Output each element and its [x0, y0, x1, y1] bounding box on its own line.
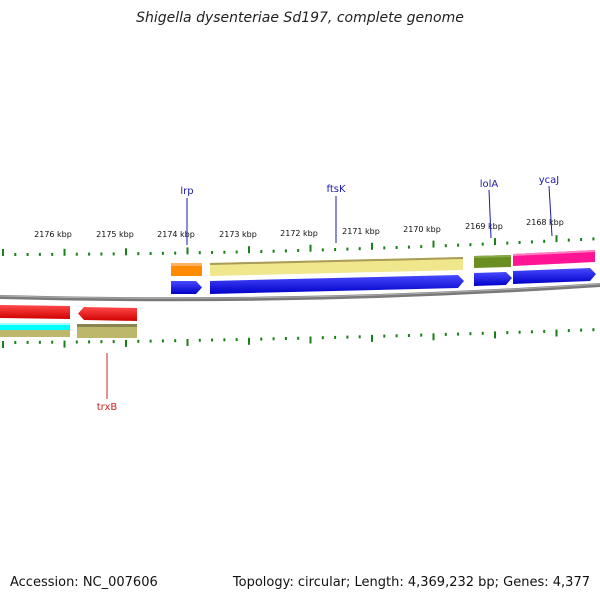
- scale-labels: 2176 kbp 2175 kbp 2174 kbp 2173 kbp 2172…: [34, 218, 564, 239]
- scale-label: 2169 kbp: [465, 222, 503, 231]
- cog-feature-lrp[interactable]: [171, 263, 202, 276]
- gene-arrow-ftsK[interactable]: [210, 275, 464, 294]
- gene-label-lines: [106, 185, 553, 399]
- genome-backbone: [0, 283, 600, 302]
- scale-label: 2175 kbp: [96, 230, 134, 239]
- scale-label: 2168 kbp: [526, 218, 564, 227]
- cog-track-forward: [171, 250, 595, 276]
- label-line-lolA: [488, 189, 492, 239]
- gene-arrow-trxB[interactable]: [78, 307, 137, 321]
- scale-label: 2172 kbp: [280, 229, 318, 238]
- scale-ticks-top: [2, 235, 595, 256]
- cog-track-reverse: [0, 323, 137, 338]
- gene-arrow-ycaJ[interactable]: [513, 268, 596, 284]
- gene-label-ftsK[interactable]: ftsK: [326, 184, 345, 195]
- accession-text: Accession: NC_007606: [10, 575, 158, 590]
- scale-label: 2174 kbp: [157, 230, 195, 239]
- forward-gene-track: [171, 268, 596, 294]
- gene-label-lrp[interactable]: lrp: [180, 186, 193, 197]
- scale-label: 2171 kbp: [342, 227, 380, 236]
- scale-label: 2173 kbp: [219, 230, 257, 239]
- scale-label: 2176 kbp: [34, 230, 72, 239]
- cog-feature-lolA[interactable]: [474, 255, 511, 268]
- gene-label-ycaJ[interactable]: ycaJ: [539, 175, 560, 186]
- gene-label-lolA[interactable]: lolA: [480, 179, 499, 190]
- cog-feature-left-2[interactable]: [0, 330, 70, 337]
- gene-arrow-lolA[interactable]: [474, 272, 512, 286]
- gene-arrow-lrp[interactable]: [171, 281, 202, 294]
- label-line-ycaJ: [548, 185, 553, 237]
- gene-labels: lrp ftsK lolA ycaJ trxB: [97, 175, 560, 413]
- genome-title: Shigella dysenteriae Sd197, complete gen…: [136, 10, 464, 26]
- scale-label: 2170 kbp: [403, 225, 441, 234]
- gene-label-trxB[interactable]: trxB: [97, 402, 118, 413]
- genome-summary-text: Topology: circular; Length: 4,369,232 bp…: [232, 575, 590, 590]
- gene-arrow-left[interactable]: [0, 305, 70, 319]
- reverse-gene-track: [0, 305, 137, 321]
- cog-feature-trxB[interactable]: [77, 324, 137, 338]
- cog-feature-left[interactable]: [0, 323, 70, 330]
- scale-ticks-bottom: [2, 328, 595, 348]
